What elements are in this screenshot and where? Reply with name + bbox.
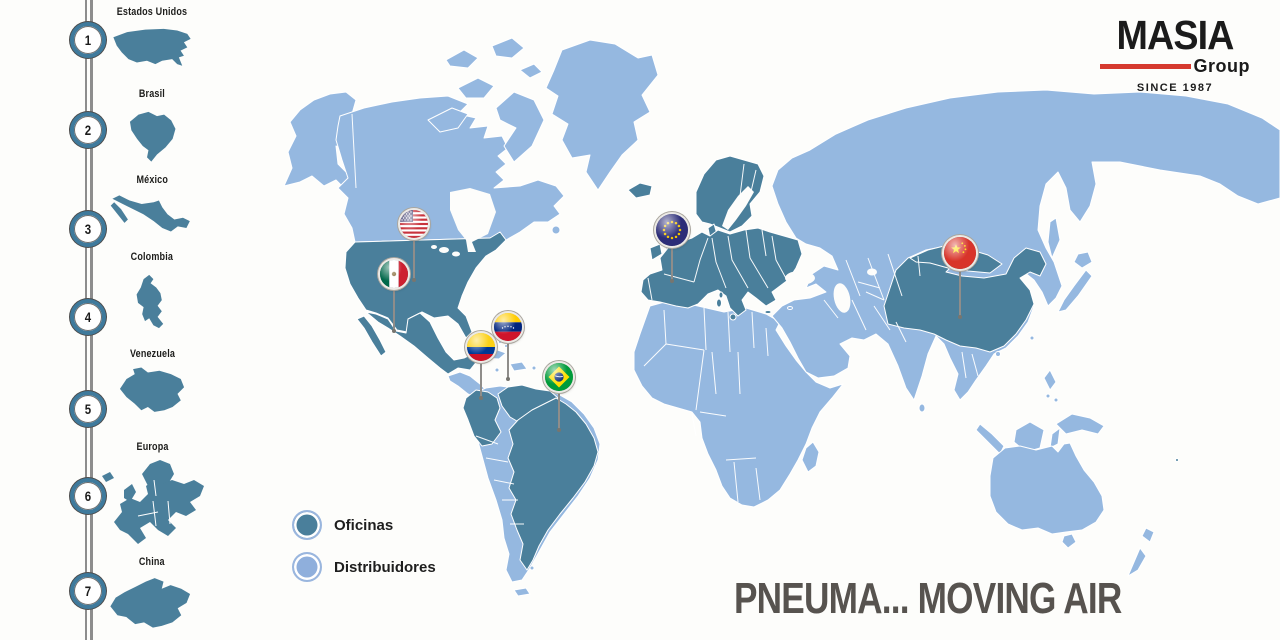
step-circle-5: 5 [70, 391, 106, 427]
borneo-shape [1013, 421, 1045, 453]
pin-estados-unidos[interactable] [400, 210, 428, 282]
tagline: PNEUMA... MOVING AIR [734, 574, 1122, 623]
mexico-flag-icon [380, 260, 408, 288]
baffin-shape [495, 91, 545, 163]
country-label: Venezuela [129, 348, 175, 360]
madagascar-shape [801, 441, 820, 473]
iceland-shape [627, 182, 653, 199]
step-circle-3: 3 [70, 211, 106, 247]
country-borders [351, 113, 979, 525]
ireland-shape [649, 243, 663, 261]
sidebar-item-brasil: Brasil [92, 88, 212, 174]
pin-europa[interactable] [656, 214, 688, 283]
venezuela-silhouette [119, 367, 185, 412]
usa-shape [344, 231, 507, 339]
new-zealand-shape [1141, 527, 1155, 543]
asia-shape [771, 89, 1280, 401]
sidebar-item-europa: Europa [88, 441, 218, 561]
pin-stem [958, 267, 962, 319]
sidebar-item-mexico: México [92, 174, 212, 248]
brazil-silhouette [129, 111, 176, 162]
colombia-shape [462, 389, 502, 447]
step-circle-4: 4 [70, 299, 106, 335]
pin-brasil[interactable] [545, 363, 573, 432]
pin-china[interactable] [944, 237, 976, 319]
colombia-silhouette [136, 274, 164, 329]
venezuela-flag-icon [494, 313, 522, 341]
us-flag-icon [400, 210, 428, 238]
great-lakes [439, 247, 449, 253]
country-label: México [136, 174, 168, 186]
pin-colombia[interactable] [467, 333, 495, 400]
pin-stem [412, 236, 416, 282]
europe-silhouette [102, 460, 204, 544]
africa-shape [633, 299, 844, 508]
mexico-silhouette [110, 195, 190, 232]
legend-label: Oficinas [334, 516, 394, 534]
pin-mexico[interactable] [380, 260, 408, 333]
country-label: Europa [136, 441, 170, 453]
greenland-shape [545, 39, 659, 191]
pin-stem [479, 359, 483, 400]
masia-group-logo: MASIA Group SINCE 1987 [1100, 12, 1250, 94]
sidebar-item-china: China [92, 556, 212, 638]
caspian-sea [833, 283, 851, 313]
country-label: Colombia [130, 251, 174, 263]
logo-group-text: Group [1193, 55, 1250, 76]
step-circle-7: 7 [70, 573, 106, 609]
sakhalin-shape [1047, 217, 1061, 259]
australia-shape [989, 442, 1105, 535]
pin-stem [670, 244, 674, 283]
office-dot-icon [292, 510, 322, 540]
japan-shape [1073, 251, 1093, 269]
logo-since-text: SINCE 1987 [1136, 81, 1214, 94]
brazil-flag-icon [545, 363, 573, 391]
sidebar-item-colombia: Colombia [92, 251, 212, 349]
logo-masia-text: MASIA [1116, 12, 1235, 58]
hudson-bay [450, 188, 496, 252]
new-guinea-shape [1055, 413, 1105, 435]
brazil-shape [507, 397, 599, 571]
country-label: China [139, 556, 165, 568]
logo-red-bar [1100, 63, 1191, 69]
sidebar-item-venezuela: Venezuela [92, 348, 212, 428]
seas [431, 186, 877, 313]
legend-item-distribuidores: Distribuidores [292, 552, 436, 582]
pin-venezuela[interactable] [494, 313, 522, 381]
pin-stem [506, 339, 510, 381]
tasmania-shape [1061, 533, 1077, 549]
china-flag-icon [944, 237, 976, 269]
sidebar-item-estados-unidos: Estados Unidos [92, 6, 212, 82]
distributor-dot-icon [292, 552, 322, 582]
pin-stem [557, 389, 561, 432]
legend: Oficinas Distribuidores [292, 510, 436, 594]
china-silhouette [110, 578, 191, 628]
country-label: Estados Unidos [116, 6, 188, 18]
eu-flag-icon [656, 214, 688, 246]
sumatra-shape [975, 423, 1005, 455]
office-countries [344, 155, 1179, 571]
philippines-shape [1043, 369, 1057, 391]
step-circle-2: 2 [70, 112, 106, 148]
legend-label: Distribuidores [334, 558, 436, 576]
pin-stem [392, 286, 396, 333]
black-sea [785, 271, 815, 285]
colombia-flag-icon [467, 333, 495, 361]
baltic-sea [722, 186, 754, 230]
scandinavia-shape [695, 155, 765, 233]
legend-item-oficinas: Oficinas [292, 510, 436, 540]
step-circle-1: 1 [70, 22, 106, 58]
country-label: Brasil [138, 88, 166, 100]
mexico-shape [365, 311, 479, 375]
usa-silhouette [113, 28, 191, 66]
step-circle-6: 6 [70, 478, 106, 514]
